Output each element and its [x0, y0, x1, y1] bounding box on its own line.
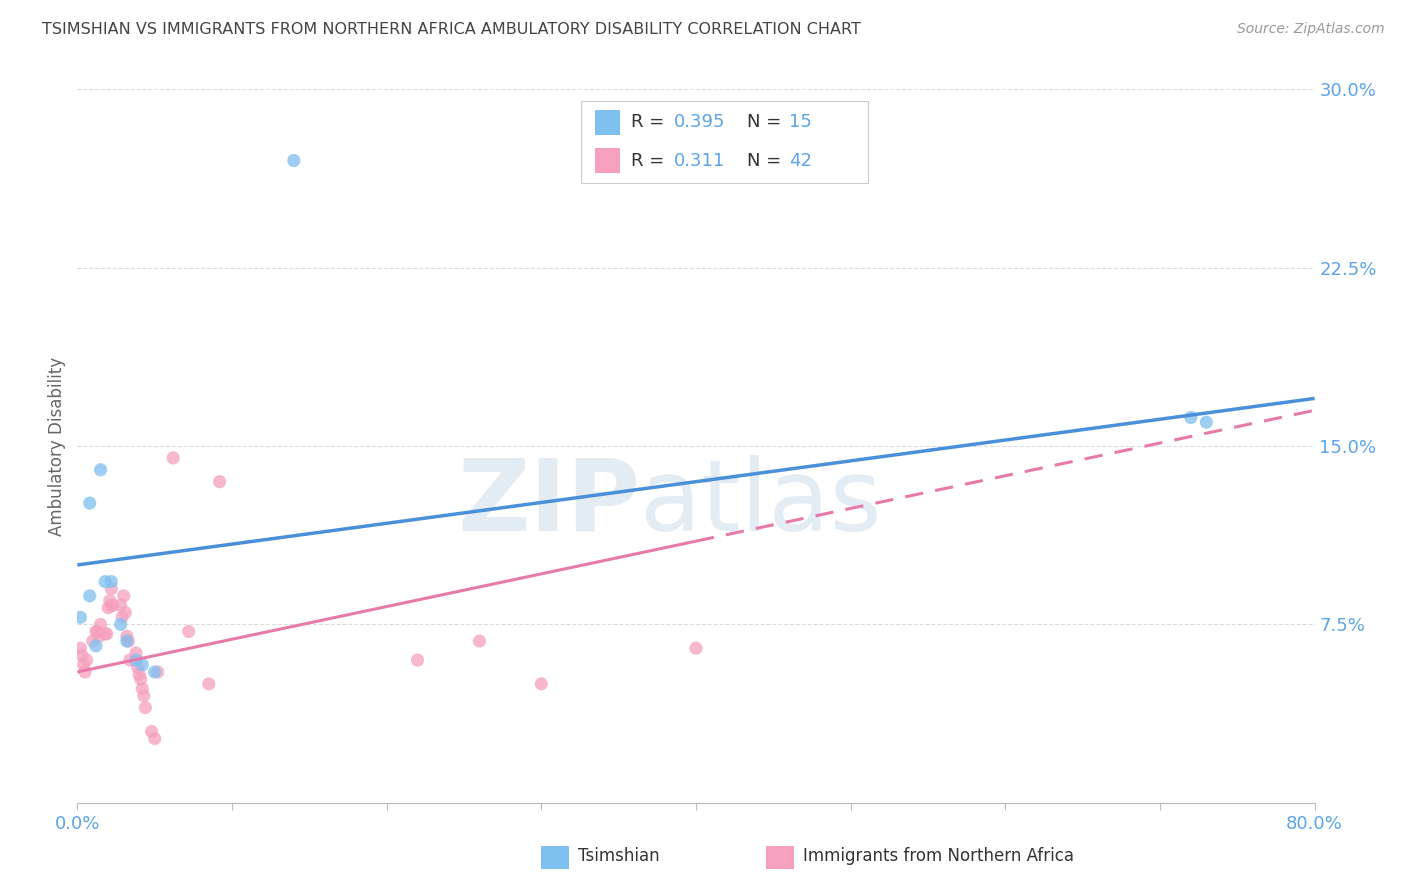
Point	[112, 589, 135, 603]
Point	[111, 610, 134, 624]
Point	[162, 450, 184, 465]
Point	[79, 496, 101, 510]
Point	[75, 665, 96, 679]
Point	[125, 646, 148, 660]
Point	[86, 624, 108, 639]
Point	[132, 689, 155, 703]
Text: ZIP: ZIP	[457, 455, 640, 551]
Text: N =: N =	[747, 113, 786, 131]
Point	[134, 700, 156, 714]
Point	[98, 593, 121, 607]
Point	[530, 677, 553, 691]
Point	[1180, 410, 1202, 425]
Point	[72, 657, 94, 672]
Text: 0.395: 0.395	[673, 113, 725, 131]
Point	[100, 582, 122, 596]
Point	[406, 653, 429, 667]
Point	[76, 653, 98, 667]
Text: N =: N =	[747, 152, 786, 169]
Point	[131, 657, 153, 672]
Text: R =: R =	[631, 113, 671, 131]
Point	[90, 463, 111, 477]
Point	[97, 600, 120, 615]
Point	[100, 599, 122, 613]
Point	[69, 610, 91, 624]
Point	[101, 599, 124, 613]
Point	[84, 624, 107, 639]
Point	[685, 641, 707, 656]
Point	[125, 653, 148, 667]
Point	[129, 672, 152, 686]
Text: Source: ZipAtlas.com: Source: ZipAtlas.com	[1237, 22, 1385, 37]
Point	[146, 665, 169, 679]
Point	[141, 724, 163, 739]
Text: R =: R =	[631, 152, 676, 169]
Point	[70, 648, 93, 663]
Text: atlas: atlas	[640, 455, 882, 551]
Text: Immigrants from Northern Africa: Immigrants from Northern Africa	[803, 847, 1074, 865]
Point	[1195, 415, 1218, 429]
Point	[198, 677, 221, 691]
Point	[177, 624, 200, 639]
Point	[110, 599, 132, 613]
Point	[79, 589, 101, 603]
Point	[100, 574, 122, 589]
Point	[117, 634, 139, 648]
Point	[131, 681, 153, 696]
Point	[94, 627, 117, 641]
Point	[283, 153, 305, 168]
Point	[115, 629, 138, 643]
Text: 0.311: 0.311	[673, 152, 724, 169]
Point	[96, 627, 118, 641]
Point	[118, 653, 141, 667]
Point	[128, 667, 150, 681]
Text: 42: 42	[789, 152, 811, 169]
Point	[82, 634, 104, 648]
Text: 15: 15	[789, 113, 811, 131]
Y-axis label: Ambulatory Disability: Ambulatory Disability	[48, 357, 66, 535]
Point	[90, 617, 111, 632]
Text: Tsimshian: Tsimshian	[578, 847, 659, 865]
Point	[143, 665, 166, 679]
Point	[208, 475, 231, 489]
Point	[143, 731, 166, 746]
Point	[110, 617, 132, 632]
Point	[115, 634, 138, 648]
Text: TSIMSHIAN VS IMMIGRANTS FROM NORTHERN AFRICA AMBULATORY DISABILITY CORRELATION C: TSIMSHIAN VS IMMIGRANTS FROM NORTHERN AF…	[42, 22, 860, 37]
Point	[87, 629, 110, 643]
Point	[69, 641, 91, 656]
Point	[127, 660, 149, 674]
Point	[94, 574, 117, 589]
Point	[468, 634, 491, 648]
Point	[114, 606, 136, 620]
Point	[84, 639, 107, 653]
